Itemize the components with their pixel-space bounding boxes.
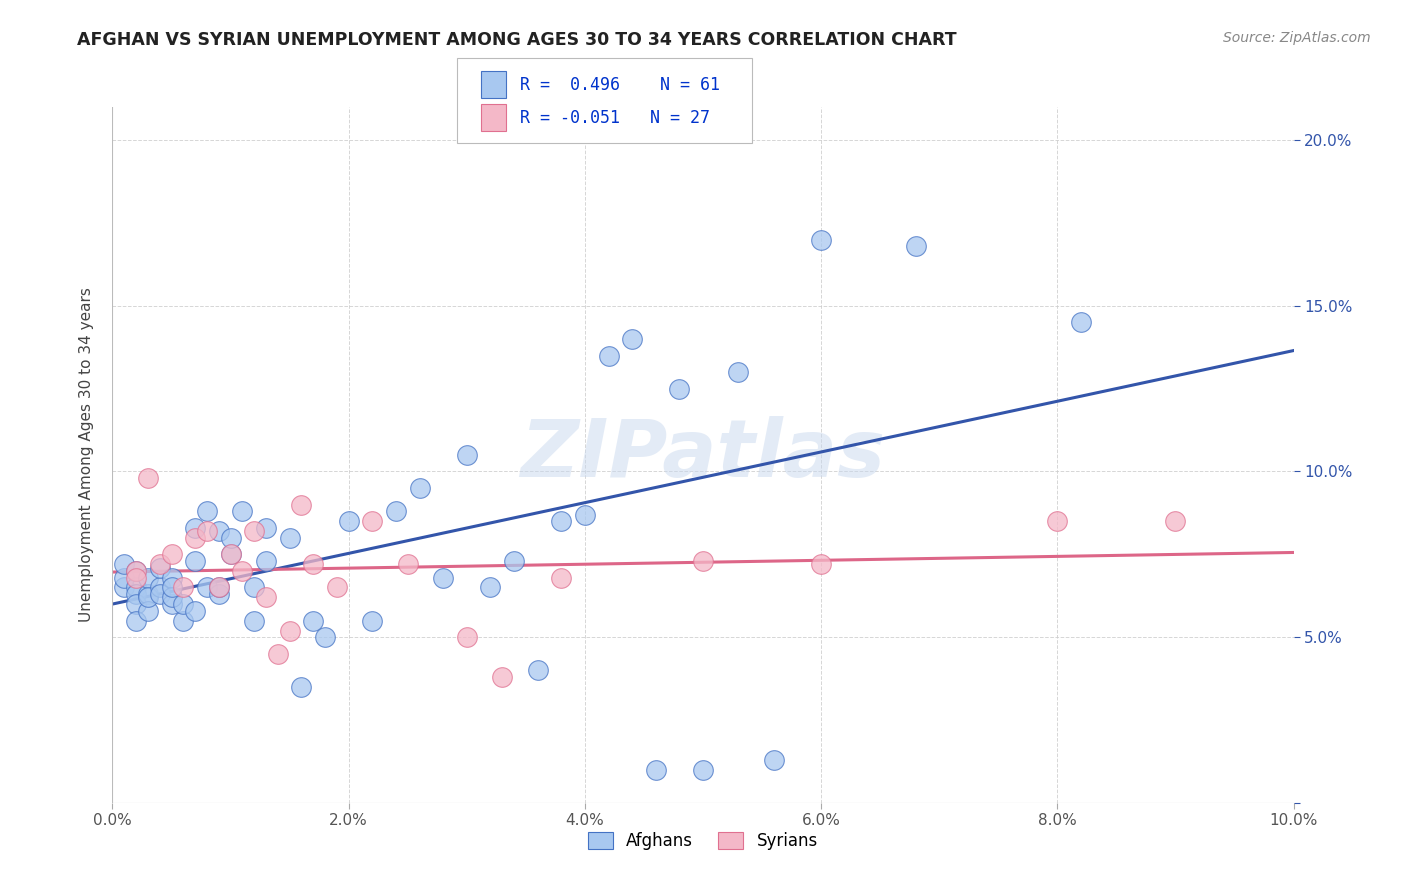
Point: [125, 564, 148, 578]
Point: [278, 624, 301, 638]
Point: [361, 514, 384, 528]
Point: [219, 531, 242, 545]
Point: [1164, 514, 1187, 528]
Y-axis label: Unemployment Among Ages 30 to 34 years: Unemployment Among Ages 30 to 34 years: [79, 287, 94, 623]
Point: [479, 581, 502, 595]
Point: [456, 630, 478, 644]
Point: [302, 614, 325, 628]
Point: [727, 365, 749, 379]
Point: [219, 547, 242, 561]
Point: [302, 558, 325, 572]
Point: [136, 604, 159, 618]
Point: [243, 581, 266, 595]
Point: [243, 524, 266, 538]
Point: [278, 531, 301, 545]
Point: [149, 558, 172, 572]
Point: [692, 763, 714, 777]
Point: [267, 647, 290, 661]
Point: [326, 581, 349, 595]
Point: [621, 332, 644, 346]
Point: [195, 524, 218, 538]
Point: [1070, 315, 1092, 329]
Point: [112, 558, 135, 572]
Point: [491, 670, 513, 684]
Point: [184, 554, 207, 568]
Point: [219, 547, 242, 561]
Point: [195, 504, 218, 518]
Point: [125, 587, 148, 601]
Point: [125, 581, 148, 595]
Point: [254, 521, 277, 535]
Point: [172, 614, 194, 628]
Point: [231, 504, 253, 518]
Point: [904, 239, 927, 253]
Point: [160, 547, 183, 561]
Point: [337, 514, 360, 528]
Text: Source: ZipAtlas.com: Source: ZipAtlas.com: [1223, 31, 1371, 45]
Text: ZIPatlas: ZIPatlas: [520, 416, 886, 494]
Point: [361, 614, 384, 628]
Point: [125, 597, 148, 611]
Point: [112, 570, 135, 584]
Point: [136, 471, 159, 485]
Point: [550, 570, 572, 584]
Point: [526, 663, 548, 677]
Point: [208, 581, 231, 595]
Legend: Afghans, Syrians: Afghans, Syrians: [581, 826, 825, 857]
Text: R =  0.496    N = 61: R = 0.496 N = 61: [520, 76, 720, 94]
Point: [290, 498, 312, 512]
Point: [136, 591, 159, 605]
Point: [125, 564, 148, 578]
Point: [456, 448, 478, 462]
Point: [254, 554, 277, 568]
Point: [184, 521, 207, 535]
Point: [208, 524, 231, 538]
Point: [254, 591, 277, 605]
Point: [432, 570, 454, 584]
Point: [136, 570, 159, 584]
Point: [208, 581, 231, 595]
Point: [598, 349, 620, 363]
Point: [644, 763, 666, 777]
Point: [184, 531, 207, 545]
Point: [160, 570, 183, 584]
Text: R = -0.051   N = 27: R = -0.051 N = 27: [520, 109, 710, 127]
Point: [195, 581, 218, 595]
Point: [160, 597, 183, 611]
Point: [550, 514, 572, 528]
Point: [125, 614, 148, 628]
Point: [574, 508, 596, 522]
Point: [762, 753, 785, 767]
Point: [396, 558, 419, 572]
Point: [160, 591, 183, 605]
Point: [160, 581, 183, 595]
Point: [184, 604, 207, 618]
Text: AFGHAN VS SYRIAN UNEMPLOYMENT AMONG AGES 30 TO 34 YEARS CORRELATION CHART: AFGHAN VS SYRIAN UNEMPLOYMENT AMONG AGES…: [77, 31, 957, 49]
Point: [385, 504, 408, 518]
Point: [314, 630, 336, 644]
Point: [668, 382, 690, 396]
Point: [231, 564, 253, 578]
Point: [243, 614, 266, 628]
Point: [408, 481, 430, 495]
Point: [1046, 514, 1069, 528]
Point: [810, 558, 832, 572]
Point: [692, 554, 714, 568]
Point: [149, 560, 172, 574]
Point: [503, 554, 526, 568]
Point: [149, 587, 172, 601]
Point: [136, 587, 159, 601]
Point: [172, 581, 194, 595]
Point: [208, 587, 231, 601]
Point: [290, 680, 312, 694]
Point: [172, 597, 194, 611]
Point: [149, 581, 172, 595]
Point: [810, 233, 832, 247]
Point: [112, 581, 135, 595]
Point: [125, 570, 148, 584]
